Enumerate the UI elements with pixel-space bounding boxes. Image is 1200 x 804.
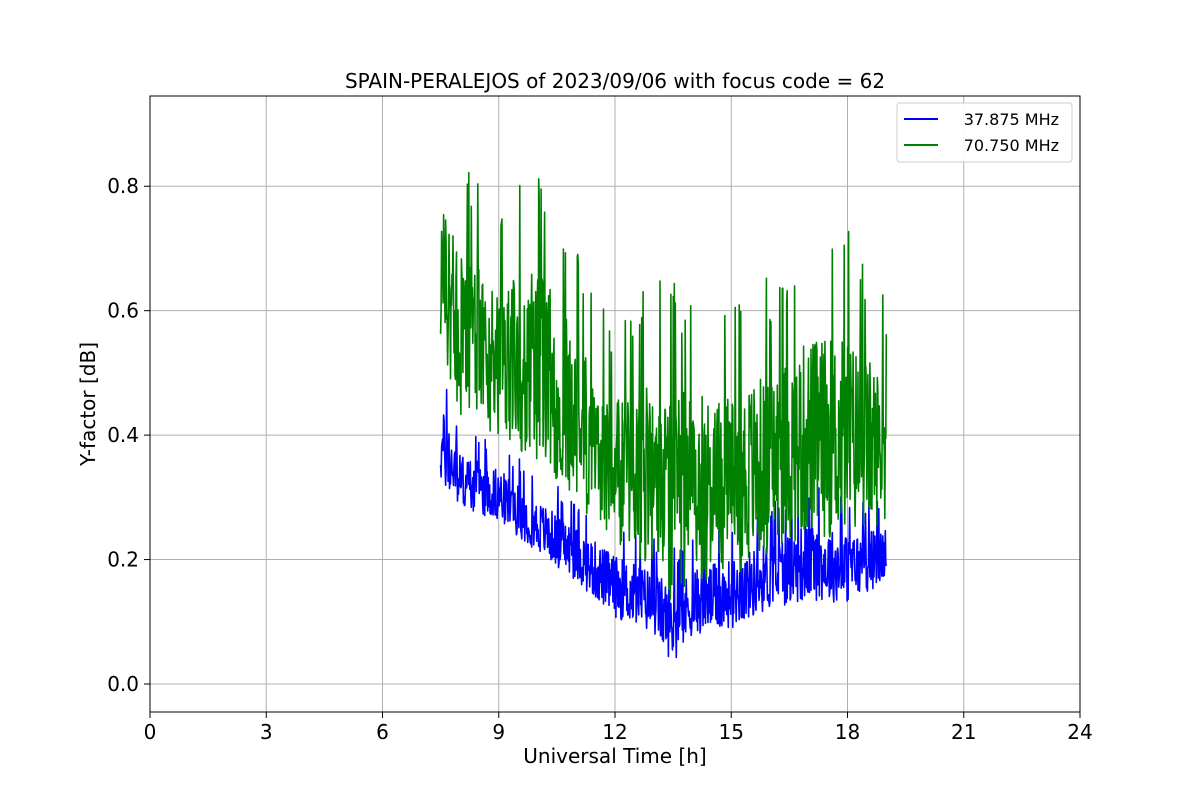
plot-series: [439, 171, 888, 659]
legend-label-2: 70.750 MHz: [964, 136, 1059, 155]
y-tick-label: 0.6: [107, 299, 139, 323]
y-tick-label: 0.8: [107, 174, 139, 198]
legend: 37.875 MHz 70.750 MHz: [896, 102, 1073, 163]
legend-box: [896, 102, 1073, 163]
y-tick-label: 0.4: [107, 423, 139, 447]
x-tick-label: 0: [144, 720, 157, 744]
grid-lines: [149, 96, 1081, 712]
x-tick-label: 9: [492, 720, 505, 744]
x-tick-label: 21: [951, 720, 976, 744]
y-axis-label: Y-factor [dB]: [76, 342, 100, 467]
legend-label-1: 37.875 MHz: [964, 110, 1059, 129]
x-tick-label: 3: [260, 720, 273, 744]
y-tick-label: 0.2: [107, 548, 139, 572]
x-tick-label: 24: [1067, 720, 1092, 744]
x-tick-label: 6: [376, 720, 389, 744]
axis-ticks: 0 3 6 9 12 15 18 21 24 0.0 0.2 0.4 0.6 0.8: [107, 174, 1093, 744]
series-line-1: [439, 388, 888, 659]
x-tick-label: 15: [719, 720, 744, 744]
y-tick-label: 0.0: [107, 672, 139, 696]
x-tick-label: 18: [835, 720, 860, 744]
x-tick-label: 12: [602, 720, 627, 744]
series-line-2: [439, 171, 888, 600]
chart-title: SPAIN-PERALEJOS of 2023/09/06 with focus…: [345, 69, 885, 93]
x-axis-label: Universal Time [h]: [523, 744, 706, 768]
